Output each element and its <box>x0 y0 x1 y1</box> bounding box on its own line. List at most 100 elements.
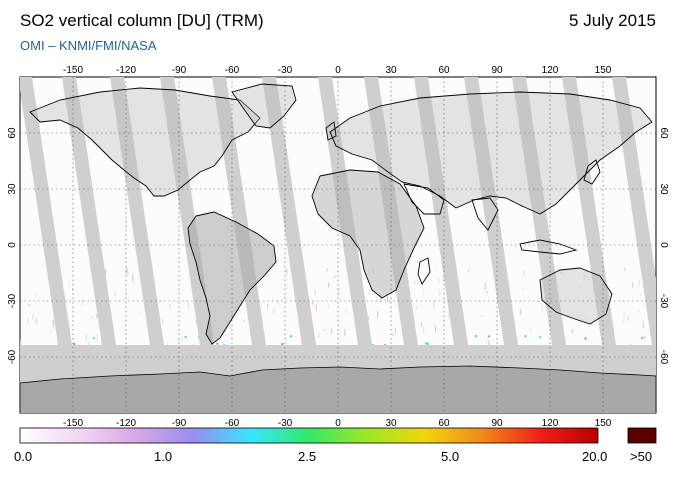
noise-speck <box>344 329 346 336</box>
noise-speck <box>414 281 416 285</box>
orbit-gap-band <box>512 77 566 345</box>
noise-speck <box>584 318 587 323</box>
noise-speck <box>560 271 562 274</box>
lat-label: 60 <box>658 127 669 139</box>
lat-label: -30 <box>658 294 669 309</box>
noise-speck <box>439 290 441 297</box>
lon-label: -60 <box>225 418 240 429</box>
noise-speck <box>187 302 190 309</box>
noise-speck <box>416 279 419 285</box>
data-credit: OMI – KNMI/FMI/NASA <box>20 38 157 53</box>
colorbar <box>19 427 599 444</box>
noise-speck <box>27 318 29 325</box>
noise-speck <box>485 340 488 345</box>
noise-speck <box>65 300 67 304</box>
lon-label: 120 <box>542 418 559 429</box>
noise-speck <box>314 290 316 296</box>
noise-speck <box>328 282 330 288</box>
orbit-gap-band <box>318 77 372 345</box>
graticule <box>20 77 656 413</box>
lon-label: -150 <box>63 418 83 429</box>
noise-speck <box>96 313 98 319</box>
lat-labels-left: 60 30 0 -30 -60 <box>7 127 18 364</box>
noise-speck <box>422 288 424 297</box>
noise-speck <box>273 307 275 314</box>
noise-speck <box>132 274 134 283</box>
noise-speck <box>64 291 67 294</box>
lon-label: -30 <box>278 418 293 429</box>
noise-speck <box>35 290 37 297</box>
orbit-gap-band <box>62 77 116 345</box>
noise-speck <box>277 300 279 305</box>
map-date: 5 July 2015 <box>569 11 656 30</box>
orbit-gap-band <box>464 77 518 345</box>
lat-label: 0 <box>7 242 18 248</box>
noise-speck <box>181 338 183 341</box>
lon-labels-top: -150 -120 -90 -60 -30 0 30 60 90 120 150 <box>63 65 612 76</box>
colorbar-label-2: 2.5 <box>298 449 317 464</box>
noise-speck <box>367 415 368 421</box>
noise-speck <box>580 286 582 290</box>
lon-label: 90 <box>491 65 503 76</box>
india-coast <box>471 197 499 231</box>
noise-speck <box>487 335 490 338</box>
noise-speck <box>91 316 93 319</box>
noise-speck <box>177 339 179 342</box>
north-america-coast <box>29 87 261 197</box>
uk-coast <box>325 121 337 141</box>
orbit-gap-band <box>562 77 616 345</box>
noise-speck <box>524 335 527 338</box>
noise-speck <box>286 284 288 290</box>
lat-label: -60 <box>7 349 18 364</box>
noise-speck <box>641 415 642 419</box>
lat-label: 0 <box>658 242 669 248</box>
noise-speck <box>20 340 22 345</box>
noise-speck <box>195 319 197 324</box>
lat-label: -30 <box>7 293 18 308</box>
noise-speck <box>448 311 450 319</box>
noise-speck <box>468 269 470 272</box>
lon-label: 0 <box>335 418 341 429</box>
lon-label: -90 <box>172 418 187 429</box>
lat-label: 30 <box>658 183 669 195</box>
noise-speck <box>424 342 427 345</box>
lon-label: -120 <box>116 65 136 76</box>
noise-speck <box>32 317 34 321</box>
noise-speck <box>68 283 70 287</box>
lat-labels-right: 60 30 0 -30 -60 <box>658 127 669 364</box>
lat-label: 60 <box>7 127 18 139</box>
noise-speck <box>422 326 425 334</box>
noise-speck <box>623 316 625 323</box>
greenland-coast <box>231 83 297 129</box>
colorbar-label-0: 0.0 <box>14 449 33 464</box>
noise-speck <box>643 336 646 339</box>
noise-speck <box>126 267 128 275</box>
noise-speck <box>32 313 34 320</box>
japan-coast <box>583 159 601 185</box>
noise-speck <box>420 302 422 310</box>
lon-label: -90 <box>172 65 187 76</box>
noise-speck <box>243 319 245 322</box>
noise-speck <box>583 274 585 281</box>
noise-speck <box>372 270 374 275</box>
madagascar-coast <box>417 257 431 285</box>
noise-speck <box>261 280 263 286</box>
orbit-gap-band <box>612 77 656 345</box>
lon-label: 120 <box>542 65 559 76</box>
noise-speck <box>334 274 336 279</box>
noise-speck <box>96 333 99 342</box>
noise-speck <box>315 304 317 312</box>
noise-speck <box>345 306 347 314</box>
noise-speck <box>81 298 83 306</box>
orbit-gap-bands <box>20 77 656 345</box>
noise-speck <box>438 278 440 284</box>
noise-speck <box>639 293 642 297</box>
noise-speck <box>28 303 30 307</box>
noise-speck <box>85 335 87 342</box>
lon-label: -150 <box>63 65 83 76</box>
noise-speck <box>52 319 54 324</box>
noise-speck <box>105 268 107 276</box>
noise-speck <box>481 314 483 318</box>
noise-speck <box>35 318 37 325</box>
noise-speck <box>184 336 187 339</box>
